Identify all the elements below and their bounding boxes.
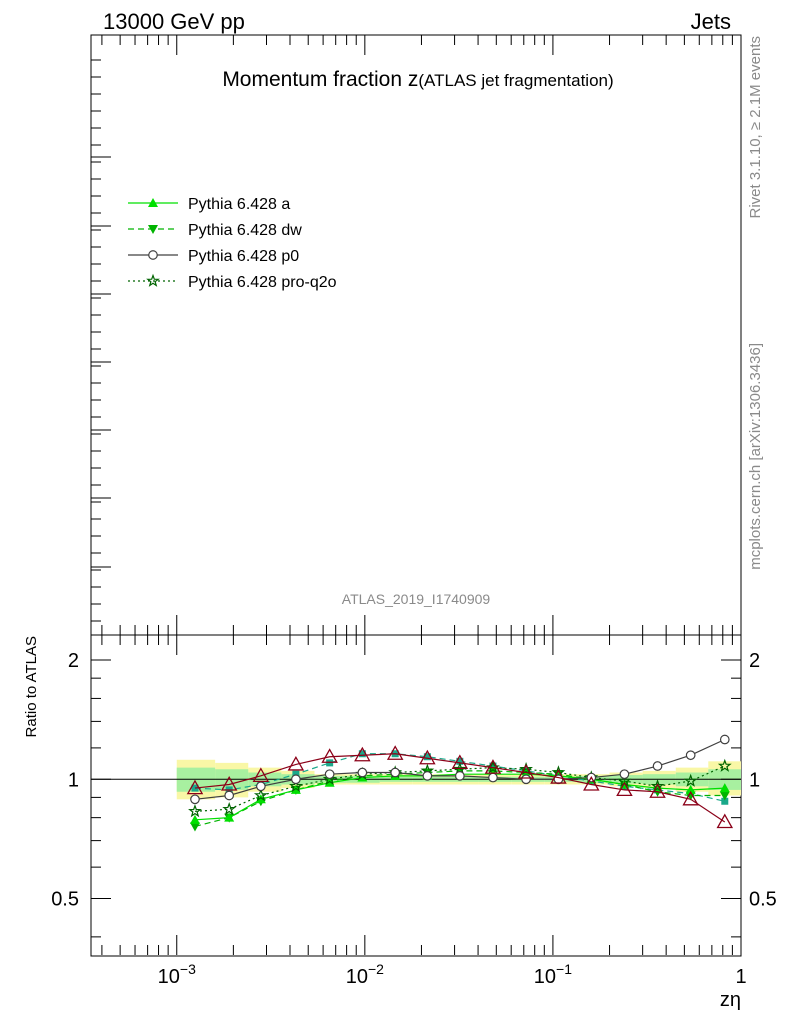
marker-triangle-open [287, 755, 305, 771]
y-tick-label-right: 0.5 [749, 888, 777, 910]
marker-square [489, 762, 497, 770]
marker-triangle-open [354, 746, 371, 762]
marker-triangle-open [386, 745, 404, 760]
marker-square [423, 753, 431, 761]
y-tick-label: 0.5 [51, 888, 79, 910]
marker-star [222, 801, 237, 816]
marker-triangle-open [419, 749, 436, 765]
marker-circle [619, 769, 630, 780]
marker-square [191, 784, 199, 792]
x-tick-label: 10−3 [158, 961, 196, 988]
series-line [194, 753, 726, 823]
y-tick-label-right: 2 [749, 650, 760, 672]
marker-triangle-down [189, 822, 200, 832]
marker-star [683, 773, 698, 787]
x-tick-label: 1 [735, 966, 746, 988]
y-tick-label: 1 [68, 769, 79, 791]
marker-triangle-open [186, 779, 204, 795]
x-axis-label: zη [720, 989, 741, 1011]
legend-label: Pythia 6.428 a [188, 196, 290, 213]
x-tick-label: 10−1 [534, 961, 572, 988]
series-line [194, 765, 726, 812]
marker-star [519, 761, 534, 776]
marker-circle [390, 767, 401, 778]
series-4 [186, 745, 734, 829]
upper-ticks [91, 35, 742, 635]
marker-circle [454, 771, 465, 781]
marker-circle [521, 774, 531, 785]
legend-label: Pythia 6.428 pro-q2o [188, 274, 337, 291]
marker-circle [190, 794, 200, 805]
header-left: 13000 GeV pp [103, 9, 245, 34]
marker-circle [324, 769, 335, 780]
marker-square [358, 750, 366, 758]
marker-star [288, 779, 303, 793]
marker-circle [652, 761, 663, 771]
y-tick-label-right: 1 [749, 769, 760, 791]
ratio-axes: 10−3 10−2 10−1 1 0.5 0.5 1 1 2 2 [51, 635, 777, 988]
marker-triangle-open [321, 748, 338, 763]
marker-triangle-up [685, 784, 696, 794]
upper-frame [90, 34, 742, 636]
analysis-watermark: ATLAS_2019_I1740909 [342, 591, 491, 607]
marker-triangle-open [616, 781, 633, 797]
mcplots-label: mcplots.cern.ch [arXiv:1306.3436] [747, 343, 764, 570]
header-right: Jets [691, 9, 731, 34]
marker-triangle-open [252, 767, 270, 783]
marker-triangle-open [451, 754, 469, 770]
legend-entry: Pythia 6.428 a [128, 196, 290, 213]
marker-circle [224, 790, 235, 801]
marker-triangle-open [550, 769, 567, 784]
marker-triangle-open [583, 776, 600, 791]
marker-triangle-up [148, 198, 158, 207]
marker-triangle-up [255, 794, 266, 804]
marker-circle [148, 250, 158, 260]
marker-circle [488, 772, 498, 783]
marker-star [322, 771, 337, 786]
marker-star [146, 273, 160, 287]
marker-triangle-up [189, 814, 200, 824]
marker-circle [357, 767, 368, 778]
marker-star [717, 758, 732, 772]
legend: Pythia 6.428 a Pythia 6.428 dw Pythia 6.42… [128, 196, 337, 291]
marker-star [650, 779, 665, 793]
legend-entry: Pythia 6.428 p0 [128, 248, 299, 265]
marker-triangle-up [224, 812, 235, 822]
marker-triangle-down [719, 791, 730, 801]
marker-square [456, 757, 464, 765]
marker-circle [256, 781, 266, 792]
marker-triangle-open [517, 764, 535, 779]
marker-triangle-open [716, 813, 734, 829]
marker-star [188, 804, 202, 818]
marker-triangle-down [148, 225, 158, 234]
marker-triangle-open [682, 790, 699, 806]
legend-label: Pythia 6.428 dw [188, 222, 302, 239]
marker-square [721, 797, 729, 805]
legend-entry: Pythia 6.428 dw [128, 222, 302, 239]
marker-star [253, 788, 268, 802]
marker-triangle-up [719, 783, 730, 793]
y-tick-label: 2 [68, 650, 79, 672]
legend-entry: Pythia 6.428 pro-q2o [128, 273, 337, 291]
marker-square [292, 770, 300, 778]
marker-triangle-open [649, 783, 666, 798]
legend-label: Pythia 6.428 p0 [188, 248, 299, 265]
marker-triangle-open [220, 776, 238, 791]
x-tick-label: 10−2 [346, 961, 384, 988]
marker-circle [685, 750, 696, 761]
marker-triangle-up [290, 784, 301, 794]
marker-star [486, 760, 500, 774]
lower-frame [90, 634, 742, 957]
ratio-series [186, 734, 734, 832]
marker-triangle-open [484, 759, 502, 774]
marker-circle [719, 734, 730, 745]
rivet-label: Rivet 3.1.10, ≥ 2.1M events [747, 36, 764, 219]
marker-circle [291, 774, 301, 785]
marker-circle [422, 771, 433, 781]
y-axis-label: Ratio to ATLAS [23, 636, 40, 737]
plot-title: Momentum fraction z(ATLAS jet fragmentat… [222, 68, 613, 91]
